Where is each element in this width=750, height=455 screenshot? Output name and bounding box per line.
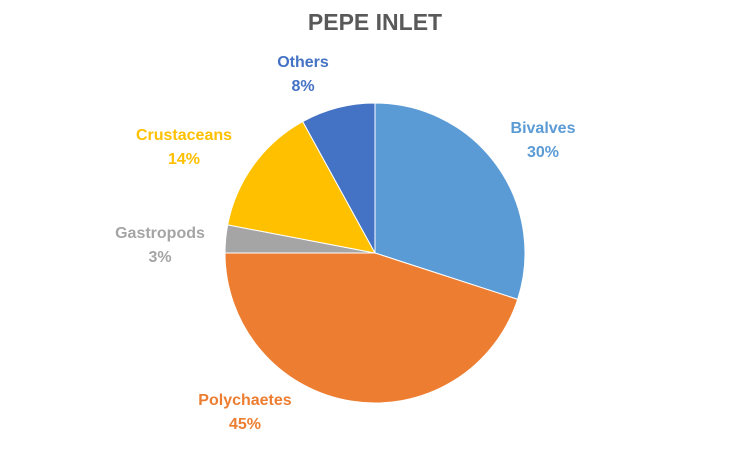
slice-label-gastropods: Gastropods bbox=[115, 225, 205, 242]
slice-percent-gastropods: 3% bbox=[148, 249, 171, 266]
slice-label-others: Others bbox=[277, 54, 329, 71]
slice-label-bivalves: Bivalves bbox=[511, 120, 576, 137]
slice-label-crustaceans: Crustaceans bbox=[136, 127, 232, 144]
slice-percent-polychaetes: 45% bbox=[229, 416, 261, 433]
pie-slice-polychaetes bbox=[224, 252, 519, 404]
slice-percent-bivalves: 30% bbox=[527, 144, 559, 161]
pie-slice-others bbox=[302, 102, 376, 254]
slice-label-polychaetes: Polychaetes bbox=[198, 392, 291, 409]
pie-slice-bivalves bbox=[374, 102, 526, 300]
slice-percent-crustaceans: 14% bbox=[168, 151, 200, 168]
chart-title: PEPE INLET bbox=[308, 9, 442, 35]
slice-percent-others: 8% bbox=[291, 78, 314, 95]
pie-labels: Bivalves 30% Polychaetes 45% Gastropods 3% Cru… bbox=[115, 54, 575, 433]
pie-slices bbox=[224, 102, 526, 404]
pie-slice-crustaceans bbox=[227, 120, 376, 254]
